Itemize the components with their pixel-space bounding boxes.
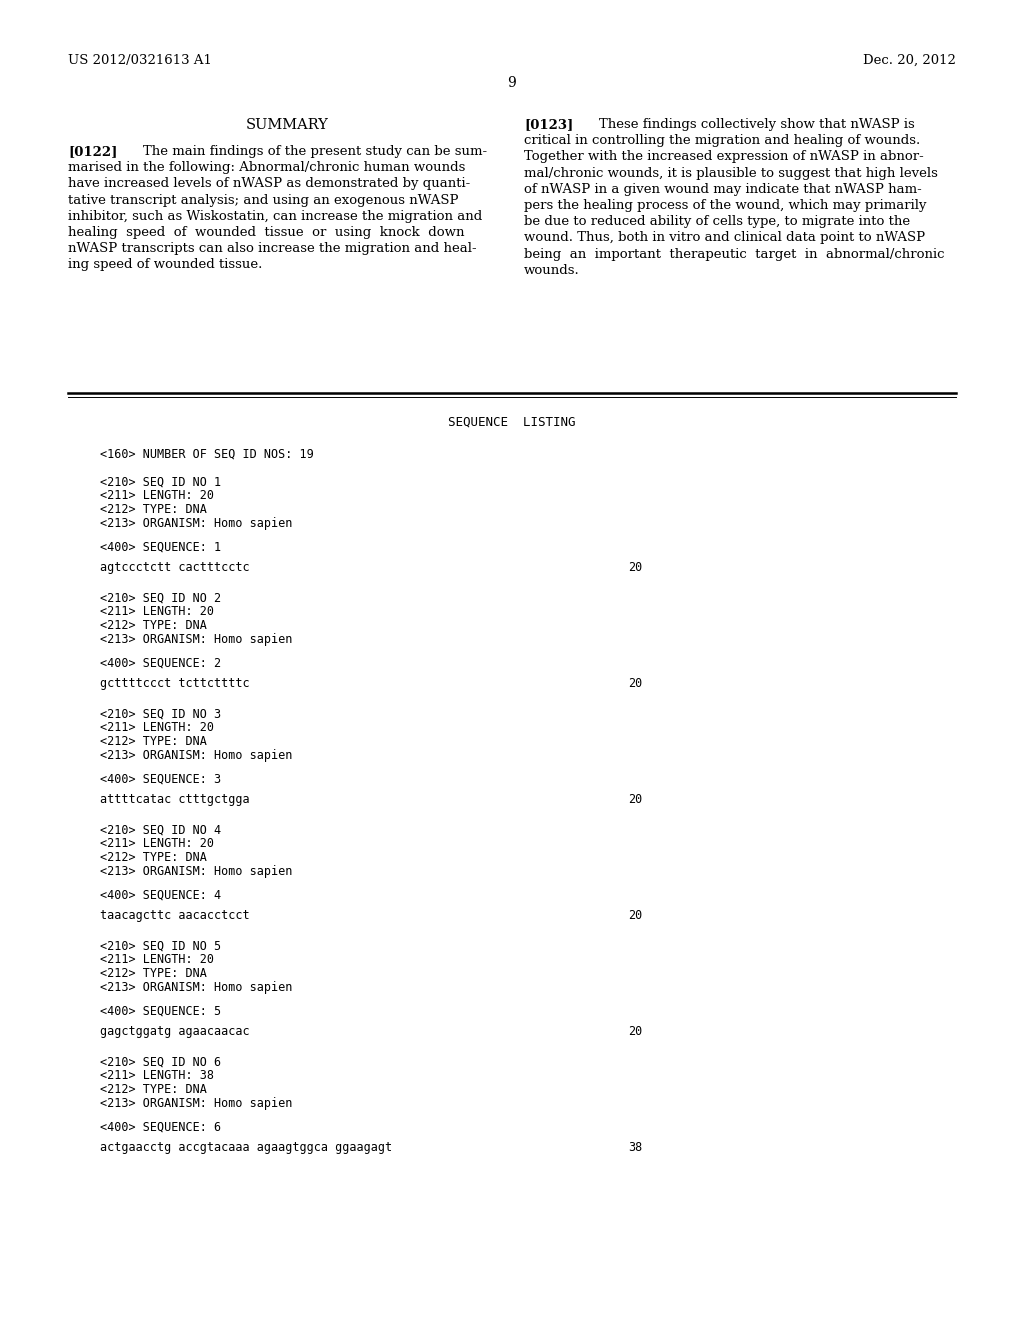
Text: <212> TYPE: DNA: <212> TYPE: DNA: [100, 1082, 207, 1096]
Text: critical in controlling the migration and healing of wounds.: critical in controlling the migration an…: [524, 135, 921, 148]
Text: <212> TYPE: DNA: <212> TYPE: DNA: [100, 851, 207, 865]
Text: 38: 38: [628, 1140, 642, 1154]
Text: <213> ORGANISM: Homo sapien: <213> ORGANISM: Homo sapien: [100, 748, 293, 762]
Text: 20: 20: [628, 909, 642, 921]
Text: gagctggatg agaacaacac: gagctggatg agaacaacac: [100, 1024, 250, 1038]
Text: <400> SEQUENCE: 4: <400> SEQUENCE: 4: [100, 888, 221, 902]
Text: <210> SEQ ID NO 4: <210> SEQ ID NO 4: [100, 824, 221, 837]
Text: The main findings of the present study can be sum-: The main findings of the present study c…: [126, 145, 487, 158]
Text: have increased levels of nWASP as demonstrated by quanti-: have increased levels of nWASP as demons…: [68, 177, 470, 190]
Text: <213> ORGANISM: Homo sapien: <213> ORGANISM: Homo sapien: [100, 865, 293, 878]
Text: pers the healing process of the wound, which may primarily: pers the healing process of the wound, w…: [524, 199, 927, 213]
Text: <211> LENGTH: 20: <211> LENGTH: 20: [100, 606, 214, 618]
Text: gcttttccct tcttcttttc: gcttttccct tcttcttttc: [100, 677, 250, 690]
Text: 20: 20: [628, 793, 642, 807]
Text: <212> TYPE: DNA: <212> TYPE: DNA: [100, 503, 207, 516]
Text: 20: 20: [628, 1024, 642, 1038]
Text: <212> TYPE: DNA: <212> TYPE: DNA: [100, 735, 207, 748]
Text: <210> SEQ ID NO 6: <210> SEQ ID NO 6: [100, 1055, 221, 1068]
Text: <400> SEQUENCE: 3: <400> SEQUENCE: 3: [100, 772, 221, 785]
Text: [0123]: [0123]: [524, 117, 573, 131]
Text: US 2012/0321613 A1: US 2012/0321613 A1: [68, 54, 212, 67]
Text: being  an  important  therapeutic  target  in  abnormal/chronic: being an important therapeutic target in…: [524, 248, 944, 260]
Text: wound. Thus, both in vitro and clinical data point to nWASP: wound. Thus, both in vitro and clinical …: [524, 231, 925, 244]
Text: <211> LENGTH: 38: <211> LENGTH: 38: [100, 1069, 214, 1082]
Text: <400> SEQUENCE: 6: <400> SEQUENCE: 6: [100, 1121, 221, 1133]
Text: 9: 9: [508, 77, 516, 90]
Text: Together with the increased expression of nWASP in abnor-: Together with the increased expression o…: [524, 150, 924, 164]
Text: SUMMARY: SUMMARY: [246, 117, 329, 132]
Text: <211> LENGTH: 20: <211> LENGTH: 20: [100, 953, 214, 966]
Text: actgaacctg accgtacaaa agaagtggca ggaagagt: actgaacctg accgtacaaa agaagtggca ggaagag…: [100, 1140, 392, 1154]
Text: <213> ORGANISM: Homo sapien: <213> ORGANISM: Homo sapien: [100, 981, 293, 994]
Text: agtccctctt cactttcctc: agtccctctt cactttcctc: [100, 561, 250, 574]
Text: <210> SEQ ID NO 1: <210> SEQ ID NO 1: [100, 475, 221, 488]
Text: nWASP transcripts can also increase the migration and heal-: nWASP transcripts can also increase the …: [68, 242, 476, 255]
Text: tative transcript analysis; and using an exogenous nWASP: tative transcript analysis; and using an…: [68, 194, 459, 207]
Text: mal/chronic wounds, it is plausible to suggest that high levels: mal/chronic wounds, it is plausible to s…: [524, 166, 938, 180]
Text: ing speed of wounded tissue.: ing speed of wounded tissue.: [68, 259, 262, 272]
Text: <213> ORGANISM: Homo sapien: <213> ORGANISM: Homo sapien: [100, 632, 293, 645]
Text: attttcatac ctttgctgga: attttcatac ctttgctgga: [100, 793, 250, 807]
Text: <211> LENGTH: 20: <211> LENGTH: 20: [100, 721, 214, 734]
Text: <210> SEQ ID NO 5: <210> SEQ ID NO 5: [100, 940, 221, 952]
Text: 20: 20: [628, 561, 642, 574]
Text: marised in the following: Abnormal/chronic human wounds: marised in the following: Abnormal/chron…: [68, 161, 465, 174]
Text: <400> SEQUENCE: 5: <400> SEQUENCE: 5: [100, 1005, 221, 1018]
Text: <213> ORGANISM: Homo sapien: <213> ORGANISM: Homo sapien: [100, 1097, 293, 1110]
Text: <160> NUMBER OF SEQ ID NOS: 19: <160> NUMBER OF SEQ ID NOS: 19: [100, 447, 313, 461]
Text: <210> SEQ ID NO 3: <210> SEQ ID NO 3: [100, 708, 221, 721]
Text: [0122]: [0122]: [68, 145, 118, 158]
Text: <400> SEQUENCE: 1: <400> SEQUENCE: 1: [100, 540, 221, 553]
Text: <213> ORGANISM: Homo sapien: <213> ORGANISM: Homo sapien: [100, 517, 293, 531]
Text: be due to reduced ability of cells type, to migrate into the: be due to reduced ability of cells type,…: [524, 215, 910, 228]
Text: <400> SEQUENCE: 2: <400> SEQUENCE: 2: [100, 656, 221, 669]
Text: <210> SEQ ID NO 2: <210> SEQ ID NO 2: [100, 591, 221, 605]
Text: These findings collectively show that nWASP is: These findings collectively show that nW…: [582, 117, 914, 131]
Text: taacagcttc aacacctcct: taacagcttc aacacctcct: [100, 909, 250, 921]
Text: <211> LENGTH: 20: <211> LENGTH: 20: [100, 837, 214, 850]
Text: healing  speed  of  wounded  tissue  or  using  knock  down: healing speed of wounded tissue or using…: [68, 226, 465, 239]
Text: 20: 20: [628, 677, 642, 690]
Text: <212> TYPE: DNA: <212> TYPE: DNA: [100, 619, 207, 632]
Text: of nWASP in a given wound may indicate that nWASP ham-: of nWASP in a given wound may indicate t…: [524, 182, 922, 195]
Text: wounds.: wounds.: [524, 264, 580, 277]
Text: <212> TYPE: DNA: <212> TYPE: DNA: [100, 966, 207, 979]
Text: <211> LENGTH: 20: <211> LENGTH: 20: [100, 490, 214, 503]
Text: Dec. 20, 2012: Dec. 20, 2012: [863, 54, 956, 67]
Text: SEQUENCE  LISTING: SEQUENCE LISTING: [449, 416, 575, 429]
Text: inhibitor, such as Wiskostatin, can increase the migration and: inhibitor, such as Wiskostatin, can incr…: [68, 210, 482, 223]
